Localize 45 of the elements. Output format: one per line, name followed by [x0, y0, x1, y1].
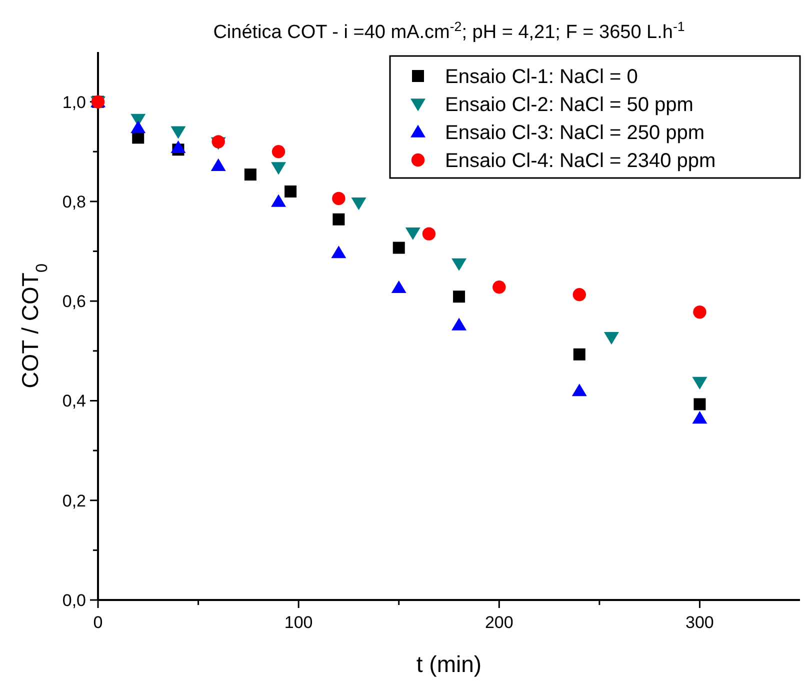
legend-label: Ensaio Cl-1: NaCl = 0 — [445, 66, 638, 88]
point — [284, 185, 297, 198]
x-axis-title: t (min) — [416, 651, 482, 677]
point — [452, 318, 467, 330]
x-tick-label: 100 — [284, 613, 313, 632]
chart-title: Cinética COT - i =40 mA.cm$^{-2}$; pH = 4,21; F = 3650 L.h$^{-1}$ — [213, 18, 685, 43]
x-tick-label: 300 — [686, 613, 714, 632]
point — [572, 384, 587, 396]
legend-label: Ensaio Cl-3: NaCl = 250 ppm — [445, 122, 705, 144]
y-tick-label: 0,2 — [62, 491, 86, 510]
point — [244, 168, 256, 181]
point — [573, 348, 586, 360]
point — [572, 288, 586, 302]
point — [492, 280, 506, 294]
point — [210, 158, 226, 171]
x-tick-label: 200 — [484, 613, 514, 632]
y-tick-label: 0,6 — [62, 292, 86, 312]
y-tick-label: 0,0 — [62, 591, 86, 610]
point — [130, 120, 146, 134]
x-tick-label: 0 — [93, 613, 103, 632]
point — [422, 227, 436, 240]
point — [391, 280, 406, 294]
point — [604, 332, 619, 345]
point — [272, 145, 286, 158]
point — [694, 398, 706, 410]
point — [271, 162, 286, 175]
point — [692, 410, 708, 424]
y-tick-label: 1,0 — [62, 92, 86, 112]
y-tick-label: 0,8 — [62, 192, 86, 212]
point — [692, 376, 708, 390]
point — [392, 242, 405, 254]
point — [331, 246, 346, 258]
legend-label: Ensaio Cl-4: NaCl = 2340 ppm — [445, 150, 716, 172]
point — [332, 213, 345, 226]
point — [170, 126, 186, 139]
point — [453, 290, 466, 303]
point — [351, 198, 366, 210]
point — [170, 140, 186, 154]
legend-label: Ensaio Cl-2: NaCl = 50 ppm — [445, 94, 694, 116]
point — [405, 227, 420, 240]
point — [332, 192, 346, 206]
point — [271, 194, 286, 207]
point — [693, 305, 706, 319]
y-tick-label: 0,4 — [62, 392, 86, 411]
point — [452, 258, 467, 271]
